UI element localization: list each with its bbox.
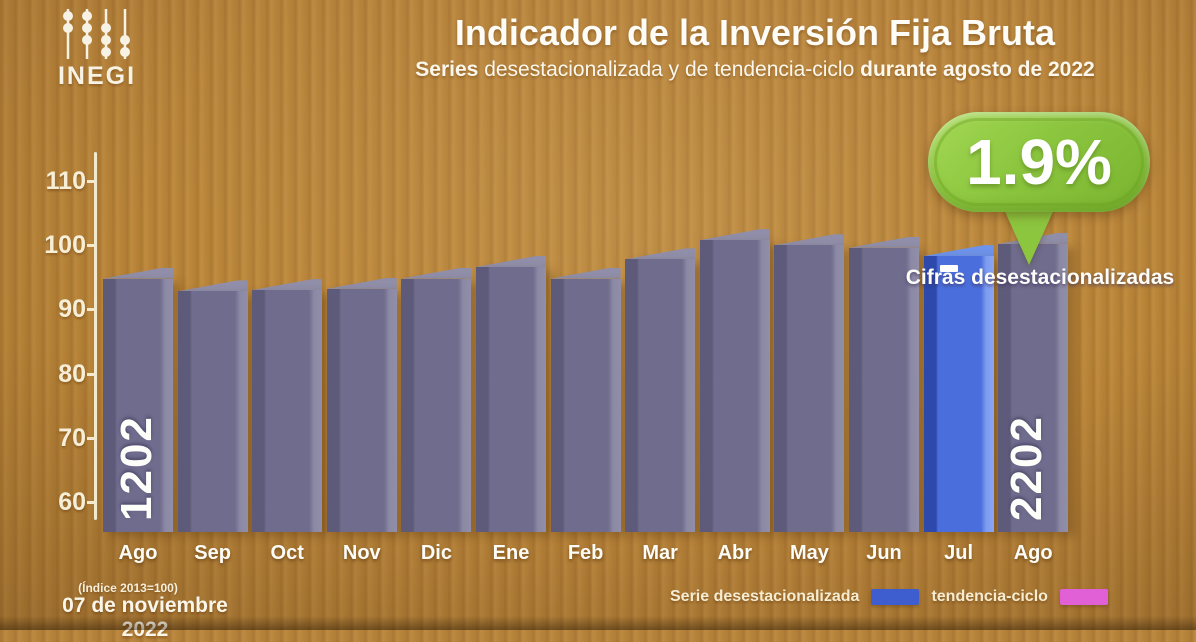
subtitle-bold-2: durante agosto de 2022 xyxy=(860,58,1095,81)
subtitle-bold-1: Series xyxy=(415,58,479,81)
subtitle-regular: desestacionalizada y de tendencia-ciclo xyxy=(484,58,855,81)
y-tick-label-70: 70 xyxy=(58,423,86,452)
bar-ene-5 xyxy=(476,256,546,532)
y-tick-mark-70 xyxy=(87,436,95,440)
y-tick-mark-60 xyxy=(87,501,95,504)
x-label-jul-11: Jul xyxy=(944,542,974,564)
bar-top-face xyxy=(550,267,621,279)
y-tick-mark-90 xyxy=(87,308,95,312)
header: Indicador de la Inversión Fija Bruta Ser… xyxy=(330,12,1180,82)
callout-caption: Cifras desestacionalizadas xyxy=(905,266,1175,289)
bar-top-face xyxy=(103,267,173,279)
x-label-oct-2: Oct xyxy=(270,542,304,564)
bar-top-face xyxy=(923,245,994,257)
bar-dic-4 xyxy=(401,267,472,532)
x-label-jun-10: Jun xyxy=(866,542,902,564)
legend-label-desestacionalizada: Serie desestacionalizada xyxy=(670,588,860,605)
bar-top-face xyxy=(476,256,546,268)
year-label-end: 2202 xyxy=(1002,415,1051,521)
legend-swatch-desestacionalizada xyxy=(871,589,920,605)
abacus-icon xyxy=(63,9,130,59)
bar-may-9 xyxy=(774,234,845,532)
bar-front-face xyxy=(401,278,472,532)
y-axis-line xyxy=(94,152,97,520)
y-tick-mark-110 xyxy=(87,180,95,183)
page-subtitle: Series desestacionalizada y de tendencia… xyxy=(330,58,1180,82)
bar-feb-6 xyxy=(550,267,621,532)
callout-value: 1.9% xyxy=(966,126,1112,198)
bar-oct-2 xyxy=(252,279,323,532)
y-tick-label-60: 60 xyxy=(58,488,86,516)
bar-front-face xyxy=(998,243,1069,532)
bar-top-face xyxy=(699,229,770,241)
inegi-logo: INEGI xyxy=(52,8,142,91)
year-label-start: 1202 xyxy=(112,415,161,521)
bar-ago-12 xyxy=(998,232,1069,532)
y-tick-label-110: 110 xyxy=(45,167,86,195)
bar-front-face xyxy=(252,290,323,532)
highlight-dash xyxy=(939,265,958,273)
bar-top-face xyxy=(849,236,919,248)
x-label-ene-5: Ene xyxy=(492,542,530,564)
bar-front-face xyxy=(326,288,397,532)
page-title: Indicador de la Inversión Fija Bruta xyxy=(454,12,1056,53)
bar-front-face xyxy=(699,240,770,532)
x-label-mar-7: Mar xyxy=(642,542,678,564)
legend: Serie desestacionalizada tendencia-ciclo xyxy=(670,588,1108,606)
y-tick-label-90: 90 xyxy=(58,295,86,324)
legend-label-tendencia-ciclo: tendencia-ciclo xyxy=(931,588,1048,605)
bar-top-face xyxy=(625,248,696,260)
inegi-logo-text: INEGI xyxy=(57,62,137,90)
bar-top-face xyxy=(401,267,472,279)
x-label-sep-1: Sep xyxy=(194,542,231,564)
bar-top-face xyxy=(177,280,248,292)
x-label-ago-12: Ago xyxy=(1013,542,1053,564)
bar-top-face xyxy=(774,234,845,246)
bar-jul-11 xyxy=(923,245,994,532)
bar-mar-7 xyxy=(625,248,696,532)
x-label-ago-0: Ago xyxy=(118,542,158,564)
x-label-nov-3: Nov xyxy=(342,542,381,564)
y-tick-mark-100 xyxy=(87,244,95,248)
bar-front-face xyxy=(177,291,248,532)
y-tick-mark-80 xyxy=(87,372,95,376)
bar-front-face xyxy=(550,278,621,532)
bar-ago-0 xyxy=(103,267,173,532)
bar-front-face xyxy=(625,259,696,532)
x-label-feb-6: Feb xyxy=(567,542,604,564)
bar-front-face xyxy=(774,245,845,532)
index-base-note: (Índice 2013=100) xyxy=(78,581,178,595)
bar-top-face xyxy=(326,277,397,289)
bar-front-face xyxy=(103,278,173,532)
y-tick-label-80: 80 xyxy=(58,359,86,388)
legend-swatch-tendencia-ciclo xyxy=(1059,589,1108,605)
x-label-abr-8: Abr xyxy=(717,542,753,564)
x-label-may-9: May xyxy=(789,542,829,564)
bar-abr-8 xyxy=(699,229,770,532)
bar-front-face xyxy=(476,267,546,532)
x-label-dic-4: Dic xyxy=(420,542,452,564)
bar-front-face xyxy=(849,247,919,532)
y-tick-label-100: 100 xyxy=(44,231,86,260)
bar-front-face xyxy=(923,256,994,532)
callout-bubble-ring xyxy=(934,118,1144,206)
bar-jun-10 xyxy=(849,236,919,532)
bar-sep-1 xyxy=(177,280,248,532)
bar-top-face xyxy=(252,279,323,291)
bottom-shade xyxy=(0,616,1196,630)
bar-nov-3 xyxy=(326,277,397,532)
callout-bubble-tail xyxy=(1002,205,1056,265)
callout-bubble: 1.9% xyxy=(928,112,1150,212)
